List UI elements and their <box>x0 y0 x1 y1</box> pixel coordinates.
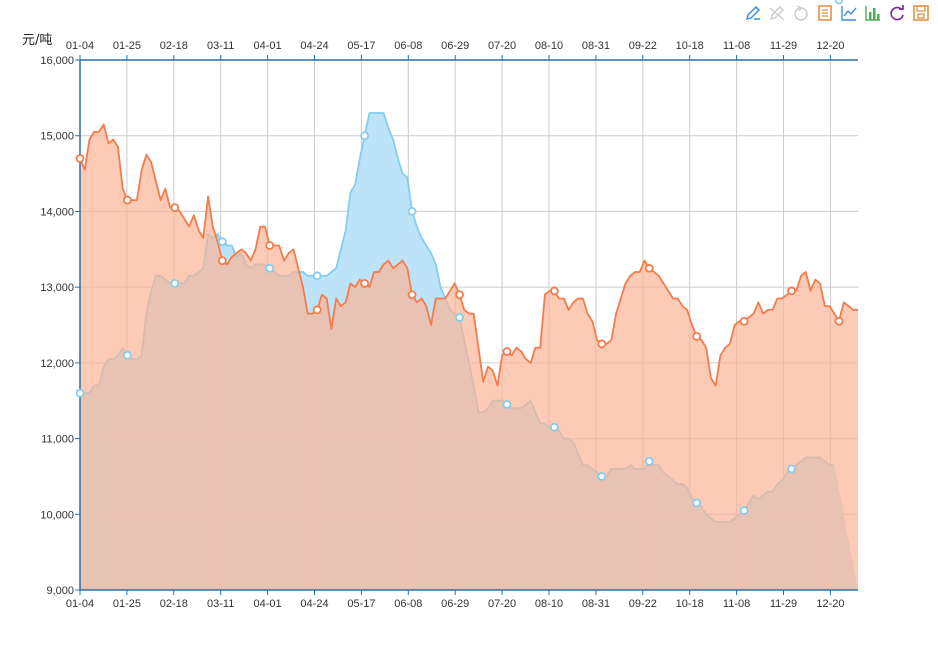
y-tick-label: 13,000 <box>40 282 74 294</box>
x-tick-label-top: 04-24 <box>300 40 328 52</box>
x-tick-label-bottom: 08-31 <box>582 598 610 610</box>
blue-series-point <box>123 350 132 360</box>
orange-series-line <box>79 123 858 387</box>
orange-series-point <box>644 263 654 273</box>
zoom-icon[interactable] <box>744 4 762 22</box>
orange-series-point <box>75 154 85 163</box>
orange-series-point <box>597 339 607 349</box>
y-axis-unit-label: 元/吨 <box>22 33 52 48</box>
blue-series-point <box>265 263 275 273</box>
restore-icon[interactable] <box>792 4 810 22</box>
orange-series-point <box>265 241 275 250</box>
y-tick-label: 15,000 <box>40 131 74 143</box>
orange-series-point <box>407 290 417 300</box>
orange-series-point <box>549 286 559 296</box>
series-markers <box>75 0 844 515</box>
x-tick-label-bottom: 03-11 <box>207 598 234 610</box>
orange-series-point <box>123 195 132 205</box>
orange-series-point <box>170 203 180 213</box>
axes <box>75 55 858 595</box>
orange-series-point <box>455 290 464 300</box>
blue-series-point <box>787 464 796 474</box>
orange-series-point <box>312 305 322 315</box>
x-tick-label-top: 04-01 <box>254 40 282 52</box>
blue-series-point <box>170 278 180 288</box>
refresh-icon[interactable] <box>888 4 906 22</box>
orange-series-point <box>360 278 370 288</box>
x-tick-label-bottom: 02-18 <box>160 598 188 610</box>
x-tick-label-top: 08-10 <box>535 40 563 52</box>
blue-series-point <box>549 422 559 432</box>
blue-series-point <box>692 498 702 508</box>
save-image-icon[interactable] <box>912 4 930 22</box>
x-tick-label-top: 08-31 <box>582 40 610 52</box>
x-tick-label-bottom: 09-22 <box>629 598 657 610</box>
blue-series-point <box>407 207 417 216</box>
x-tick-label-top: 07-20 <box>488 40 516 52</box>
x-tick-label-bottom: 12-20 <box>816 598 844 610</box>
blue-series-point <box>834 0 844 5</box>
x-tick-label-bottom: 06-08 <box>394 598 422 610</box>
x-tick-label-bottom: 10-18 <box>676 598 704 610</box>
x-tick-label-bottom: 04-01 <box>254 598 282 610</box>
x-tick-label-top: 12-20 <box>816 40 844 52</box>
blue-series-point <box>360 131 370 141</box>
x-tick-label-bottom: 01-25 <box>113 598 141 610</box>
y-tick-label: 16,000 <box>40 55 74 67</box>
blue-series-point <box>739 506 749 515</box>
x-tick-label-top: 11-29 <box>770 40 797 52</box>
x-tick-label-bottom: 08-10 <box>535 598 563 610</box>
x-tick-label-bottom: 06-29 <box>441 598 469 610</box>
blue-series-point <box>455 313 464 322</box>
x-tick-label-bottom: 01-04 <box>66 598 94 610</box>
orange-series-point <box>834 316 844 326</box>
blue-series-point <box>502 400 512 409</box>
orange-series-area <box>80 124 858 591</box>
x-tick-label-top: 05-17 <box>347 40 375 52</box>
x-tick-label-bottom: 07-20 <box>488 598 516 610</box>
y-tick-label: 9,000 <box>46 585 74 597</box>
x-tick-label-top: 06-08 <box>394 40 422 52</box>
x-tick-label-bottom: 11-29 <box>770 598 797 610</box>
x-tick-label-top: 01-25 <box>113 40 141 52</box>
zoom-reset-icon[interactable] <box>768 4 786 22</box>
blue-series-point <box>75 388 85 398</box>
orange-series-point <box>692 331 702 341</box>
data-view-icon[interactable] <box>816 4 834 22</box>
orange-series-point <box>217 256 227 266</box>
x-tick-label-top: 01-04 <box>66 40 94 52</box>
x-tick-label-top: 11-08 <box>723 40 750 52</box>
x-tick-label-top: 09-22 <box>629 40 657 52</box>
orange-series-point <box>787 286 796 296</box>
bar-chart-icon[interactable] <box>864 4 882 22</box>
blue-series-point <box>644 456 654 466</box>
orange-series-point <box>739 316 749 326</box>
x-tick-label-top: 10-18 <box>676 40 704 52</box>
x-tick-label-bottom: 04-24 <box>300 598 328 610</box>
y-tick-label: 11,000 <box>41 434 74 446</box>
y-tick-label: 10,000 <box>40 509 74 521</box>
blue-series-point <box>597 472 607 481</box>
x-tick-label-top: 02-18 <box>160 40 188 52</box>
blue-series-point <box>217 237 227 247</box>
chart-toolbox <box>744 4 930 22</box>
orange-series-point <box>502 347 512 356</box>
x-tick-label-bottom: 11-08 <box>723 598 750 610</box>
x-tick-label-bottom: 05-17 <box>347 598 375 610</box>
x-tick-label-top: 03-11 <box>207 40 234 52</box>
x-tick-label-top: 06-29 <box>441 40 469 52</box>
blue-series-point <box>312 271 322 281</box>
series-areas <box>79 112 858 591</box>
y-tick-label: 14,000 <box>40 206 74 218</box>
tick-labels: 9,000 10,000 11,000 12,000 13,000 14,000 15,00… <box>40 40 844 610</box>
line-chart-icon[interactable] <box>840 4 858 22</box>
y-tick-label: 12,000 <box>40 358 74 370</box>
